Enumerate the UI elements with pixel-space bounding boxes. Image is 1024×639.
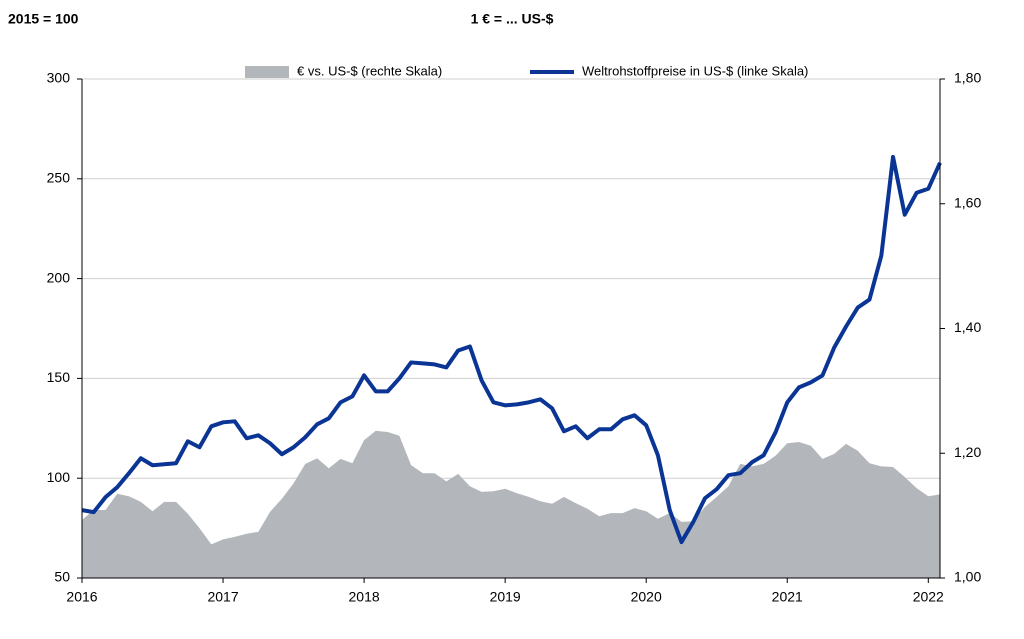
legend-label: € vs. US-$ (rechte Skala) (297, 63, 442, 78)
y2-tick-label: 1,80 (954, 70, 981, 86)
x-tick-label: 2019 (490, 589, 521, 605)
y-tick-label: 250 (47, 170, 71, 186)
y2-tick-label: 1,40 (954, 319, 981, 335)
legend-swatch (245, 66, 289, 78)
x-tick-label: 2017 (207, 589, 238, 605)
line (81, 154, 942, 545)
left-note: 2015 = 100 (8, 11, 79, 27)
y-tick-label: 300 (47, 70, 71, 86)
y2-tick-label: 1,00 (954, 569, 981, 585)
x-tick-label: 2022 (913, 589, 944, 605)
y-tick-label: 100 (47, 469, 71, 485)
y2-tick-label: 1,60 (954, 194, 981, 210)
legend-label: Weltrohstoffpreise in US-$ (linke Skala) (582, 63, 808, 78)
y2-tick-label: 1,20 (954, 444, 981, 460)
x-tick-label: 2020 (631, 589, 662, 605)
x-tick-label: 2018 (349, 589, 380, 605)
x-tick-label: 2016 (66, 589, 97, 605)
y-tick-label: 50 (54, 569, 70, 585)
chart-title: 1 € = ... US-$ (471, 11, 554, 27)
area (82, 430, 940, 578)
y-tick-label: 150 (47, 369, 71, 385)
y-tick-label: 200 (47, 269, 71, 285)
x-tick-label: 2021 (772, 589, 803, 605)
